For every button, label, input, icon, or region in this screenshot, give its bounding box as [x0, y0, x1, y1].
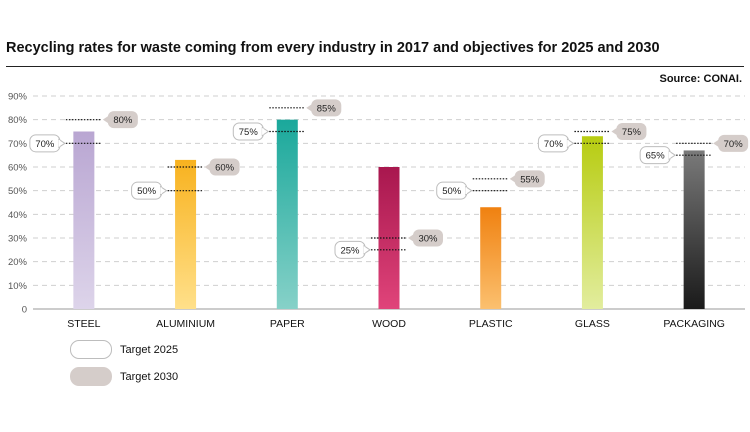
legend-item-target-2025: Target 2025: [70, 340, 178, 359]
svg-text:50%: 50%: [442, 186, 462, 197]
target-2030-label: 85%: [306, 99, 342, 117]
target-2030-label: 55%: [509, 170, 545, 188]
x-tick-label: PACKAGING: [663, 318, 725, 330]
svg-text:75%: 75%: [239, 127, 259, 138]
x-tick-label: PLASTIC: [469, 318, 513, 330]
legend-item-target-2030: Target 2030: [70, 367, 178, 386]
y-tick-label: 20%: [8, 257, 28, 268]
bar-steel: [73, 131, 95, 309]
y-tick-label: 10%: [8, 281, 28, 292]
target-2030-label: 70%: [713, 134, 749, 152]
target-2030-label: 80%: [102, 111, 138, 129]
legend-swatch-target-2025: [70, 340, 112, 359]
target-2025-label: 75%: [232, 122, 270, 141]
y-tick-label: 70%: [8, 139, 28, 150]
chart-title: Recycling rates for waste coming from ev…: [6, 40, 660, 56]
target-2025-label: 70%: [29, 134, 66, 153]
svg-text:60%: 60%: [215, 163, 235, 174]
svg-text:55%: 55%: [520, 174, 540, 185]
target-2025-label: 25%: [334, 240, 371, 259]
x-tick-label: PAPER: [270, 318, 305, 330]
target-2030-label: 75%: [611, 123, 647, 140]
target-2030-label: 30%: [408, 229, 443, 247]
x-tick-label: STEEL: [67, 318, 100, 330]
target-2025-label: 70%: [537, 134, 575, 153]
x-tick-label: ALUMINIUM: [156, 318, 215, 330]
y-tick-label: 80%: [8, 115, 28, 126]
svg-text:70%: 70%: [724, 139, 744, 150]
target-2030-label: 60%: [204, 158, 240, 176]
bar-plastic: [480, 207, 502, 309]
x-tick-label: GLASS: [575, 318, 610, 330]
y-tick-label: 0: [22, 305, 27, 316]
bar-paper: [276, 119, 298, 310]
legend-label-target-2030: Target 2030: [120, 370, 179, 383]
source-note: Source: CONAI.: [659, 73, 742, 85]
y-tick-label: 90%: [8, 92, 28, 103]
bar-packaging: [683, 150, 705, 309]
bar-glass: [581, 136, 603, 309]
bar-aluminium: [175, 159, 197, 309]
svg-text:85%: 85%: [317, 103, 337, 114]
target-2025-label: 65%: [639, 146, 677, 165]
legend-swatch-target-2030: [70, 367, 112, 386]
svg-text:80%: 80%: [113, 115, 133, 126]
y-tick-label: 50%: [8, 186, 28, 197]
svg-text:65%: 65%: [646, 151, 666, 162]
svg-text:25%: 25%: [340, 245, 360, 256]
y-tick-label: 40%: [8, 210, 28, 221]
y-tick-label: 30%: [8, 234, 28, 245]
svg-text:75%: 75%: [622, 127, 642, 138]
svg-text:30%: 30%: [418, 234, 438, 245]
svg-text:50%: 50%: [137, 186, 157, 197]
svg-text:70%: 70%: [544, 139, 564, 150]
x-tick-label: WOOD: [372, 318, 406, 330]
svg-text:70%: 70%: [35, 139, 55, 150]
target-2025-label: 50%: [131, 181, 168, 200]
legend-label-target-2025: Target 2025: [120, 343, 179, 356]
y-tick-label: 60%: [8, 163, 28, 174]
title-divider: [6, 66, 744, 67]
target-2025-label: 50%: [436, 181, 473, 200]
